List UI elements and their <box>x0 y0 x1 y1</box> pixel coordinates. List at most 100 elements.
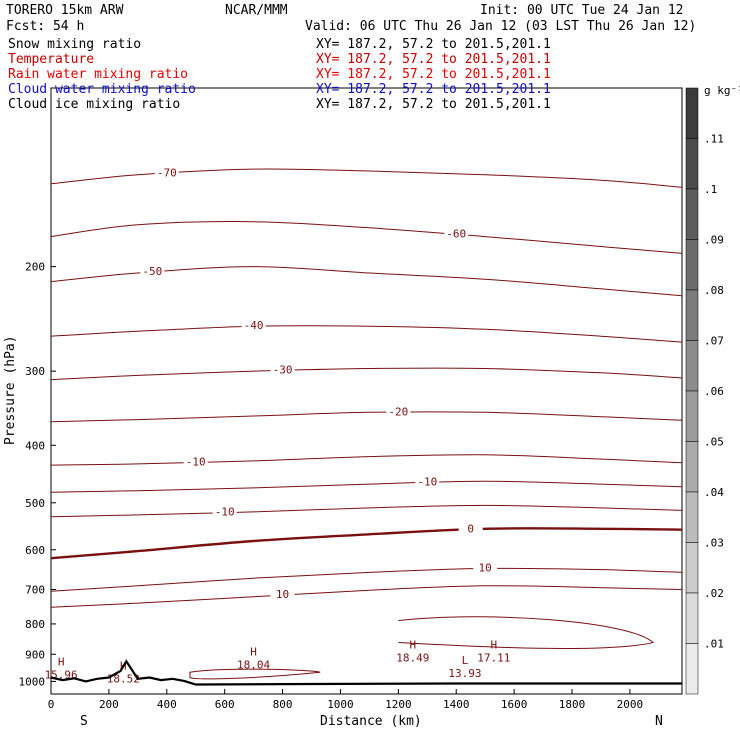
isotherm-label: -10 <box>186 455 206 468</box>
y-tick-label: 800 <box>25 618 45 631</box>
terrain-line <box>50 659 682 686</box>
isotherm-line <box>50 504 683 518</box>
field-xy-snow: XY= 187.2, 57.2 to 201.5,201.1 <box>316 37 551 52</box>
isotherm-label-bg <box>458 522 483 535</box>
isotherm-line <box>50 325 683 343</box>
field-name-cloud-ice: Cloud ice mixing ratio <box>8 97 180 112</box>
isotherm-line <box>50 585 683 608</box>
y-tick-label: 700 <box>25 584 45 597</box>
colorbar-tick-label: .02 <box>704 587 724 600</box>
isotherm-label: -50 <box>142 265 162 278</box>
isotherm-label-bg <box>415 475 440 488</box>
isotherm-line <box>50 221 683 254</box>
isotherm-line <box>50 454 683 466</box>
field-xy-temperature: XY= 187.2, 57.2 to 201.5,201.1 <box>316 52 551 67</box>
x-tick-label: 600 <box>215 698 235 711</box>
extremum-letter: H <box>409 638 416 651</box>
x-tick-label: 400 <box>157 698 177 711</box>
colorbar-tick-label: .1 <box>704 183 717 196</box>
x-axis-right-end: N <box>655 714 663 729</box>
colorbar-swatch <box>685 289 699 341</box>
colorbar-tick-label: .05 <box>704 436 724 449</box>
colorbar-swatch <box>685 390 699 442</box>
isotherm-label: -40 <box>244 319 264 332</box>
extremum-letter: H <box>250 646 257 659</box>
isotherm-line <box>50 367 683 381</box>
colorbar-tick-label: .11 <box>704 133 724 146</box>
field-xy-cloud-ice: XY= 187.2, 57.2 to 201.5,201.1 <box>316 97 551 112</box>
isotherm-label-bg <box>140 265 165 278</box>
x-tick-label: 0 <box>48 698 55 711</box>
isotherm-label: -10 <box>215 506 235 519</box>
y-tick-label: 300 <box>25 365 45 378</box>
isotherm-label-bg <box>473 561 498 574</box>
isotherm-label-bg <box>270 588 295 601</box>
colorbar-tick-label: .07 <box>704 335 724 348</box>
isotherm-label: 10 <box>276 588 289 601</box>
isotherm-label: -20 <box>388 405 408 418</box>
isotherm-label-bg <box>444 227 469 240</box>
colorbar: .11 .1 .09 .08 .07 .06 .05 .04 .03 .02 .01 <box>685 87 724 695</box>
isotherm-label-bg <box>386 405 411 418</box>
isotherm-label: -30 <box>273 363 293 376</box>
isotherm-label-bg <box>212 505 237 518</box>
colorbar-tick-label: .01 <box>704 638 724 651</box>
extremum-value: 18.52 <box>107 673 140 686</box>
isotherm-line <box>50 527 683 560</box>
isotherm-label-bg <box>241 319 266 332</box>
colorbar-unit: g kg⁻¹ <box>704 84 740 97</box>
colorbar-swatch <box>685 542 699 594</box>
init-time: Init: 00 UTC Tue 24 Jan 12 <box>480 3 684 18</box>
colorbar-tick-label: .03 <box>704 537 724 550</box>
isotherm-line <box>50 168 683 188</box>
colorbar-swatch <box>685 441 699 493</box>
isotherm-label: -60 <box>446 227 466 240</box>
isotherm-label-bg <box>270 363 295 376</box>
colorbar-swatch <box>685 340 699 392</box>
field-name-rain: Rain water mixing ratio <box>8 67 188 82</box>
field-name-temperature: Temperature <box>8 52 94 67</box>
terrain-layer <box>50 659 682 686</box>
extremum-letter: L <box>462 654 469 667</box>
isotherm-warm-tongue <box>398 616 655 649</box>
field-name-snow: Snow mixing ratio <box>8 37 141 52</box>
isotherm-label: -10 <box>417 476 437 489</box>
colorbar-tick-label: .09 <box>704 234 724 247</box>
isotherm-line <box>50 567 683 592</box>
x-tick-label: 2000 <box>617 698 644 711</box>
field-name-cloud-water: Cloud water mixing ratio <box>8 82 196 97</box>
colorbar-swatch <box>685 239 699 291</box>
x-tick-label: 800 <box>273 698 293 711</box>
y-axis: 200 300 400 500 600 700 800 900 1000 <box>19 261 56 688</box>
forecast-hour: Fcst: 54 h <box>6 19 84 34</box>
colorbar-tick-label: .06 <box>704 385 724 398</box>
y-tick-label: 1000 <box>19 675 46 688</box>
isotherm-line <box>50 411 683 423</box>
x-tick-label: 1600 <box>501 698 528 711</box>
x-axis-left-end: S <box>80 714 88 729</box>
y-tick-label: 400 <box>25 439 45 452</box>
extremum-value: 18.04 <box>237 659 270 672</box>
x-axis-title: Distance (km) <box>320 714 422 729</box>
extremum-value: 13.93 <box>448 667 481 680</box>
isotherm-label: 10 <box>479 561 492 574</box>
colorbar-swatch <box>685 491 699 543</box>
isotherm-closed-lobe <box>189 668 321 680</box>
field-xy-cloud-water: XY= 187.2, 57.2 to 201.5,201.1 <box>316 82 551 97</box>
x-tick-label: 1400 <box>443 698 470 711</box>
x-axis: 0 200 400 600 800 1000 1200 1400 1600 1800 2000 <box>48 689 643 711</box>
isotherm-label: 0 <box>467 522 474 535</box>
y-tick-label: 500 <box>25 497 45 510</box>
contour-layer: -70 -60 -50 -40 -30 -20 -10 -10 -10 0 10 10 <box>50 166 683 680</box>
isotherm-label-bg <box>154 166 179 179</box>
extremum-value: 17.11 <box>477 651 510 664</box>
y-tick-label: 600 <box>25 544 45 557</box>
y-tick-label: 900 <box>25 648 45 661</box>
x-tick-label: 1000 <box>327 698 354 711</box>
colorbar-swatch <box>685 188 699 240</box>
y-axis-title: Pressure (hPa) <box>3 335 18 445</box>
extremum-value: 18.49 <box>396 651 429 664</box>
extremum-letter: H <box>491 638 498 651</box>
